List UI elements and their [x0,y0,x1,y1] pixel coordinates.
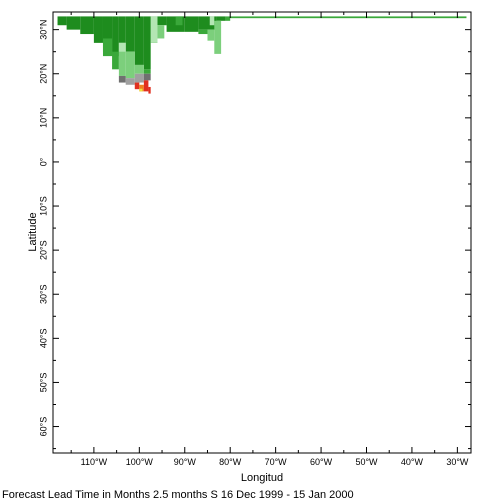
caption: Forecast Lead Time in Months 2.5 months … [2,489,354,501]
y-tick-label: 60°S [38,417,48,437]
x-tick-label: 30°W [446,457,469,467]
data-cell [57,16,67,26]
data-cell [112,51,119,70]
x-tick-label: 80°W [219,457,242,467]
data-cell [125,51,135,79]
data-cell [143,69,151,74]
data-cell [102,16,113,52]
data-cell [118,42,126,52]
data-cell [102,38,113,57]
data-cell [125,78,135,85]
y-tick-label: 30°S [38,284,48,304]
data-cell [209,16,215,26]
x-tick-label: 110°W [81,457,108,467]
plot-frame [52,11,472,454]
data-cell [214,20,222,54]
y-axis-title: Latitude [27,212,39,251]
y-tick-label: 10°S [38,196,48,216]
x-tick-label: 70°W [265,457,288,467]
y-tick-label: 20°N [38,64,48,84]
y-tick-label: 30°N [38,20,48,40]
axis-ticks-layer: 110°W 100°W 90°W 80°W 70°W 60°W 50°W 40°W 30°W 30… [38,12,471,467]
y-tick-label: 20°S [38,240,48,260]
data-cell [134,16,144,65]
data-cell [175,16,183,26]
y-tick-label: 50°S [38,373,48,393]
y-tick-label: 10°N [38,108,48,128]
data-cell [134,64,144,74]
data-cell [112,16,119,57]
data-cell [125,16,135,52]
data-cell [207,29,215,41]
data-cell [66,16,81,30]
data-cell [148,86,151,94]
data-cell [157,16,167,26]
data-cell [134,82,140,90]
data-cell [216,16,226,21]
data-cell [198,29,208,35]
data-cell [230,16,467,19]
x-tick-label: 60°W [310,457,333,467]
data-cell [80,16,94,35]
data-cell [139,84,144,92]
data-cell [225,16,231,21]
data-cell [143,16,151,70]
y-tick-label: 40°S [38,329,48,349]
data-cell [118,16,126,43]
x-tick-label: 100°W [126,457,154,467]
x-tick-label: 50°W [355,457,378,467]
data-cell [150,16,158,43]
x-tick-label: 90°W [174,457,197,467]
y-tick-label: 0° [38,157,48,166]
x-tick-label: 40°W [401,457,424,467]
data-cell [93,16,103,43]
data-cell [118,42,126,76]
data-cell [143,73,151,81]
data-cell [184,16,199,32]
data-cell [143,80,149,92]
x-axis-title: Longitud [241,472,283,484]
data-cell [139,88,143,92]
data-cells-layer [57,16,467,94]
data-cell [118,75,126,83]
data-cell [157,25,165,39]
data-cell [134,73,144,83]
